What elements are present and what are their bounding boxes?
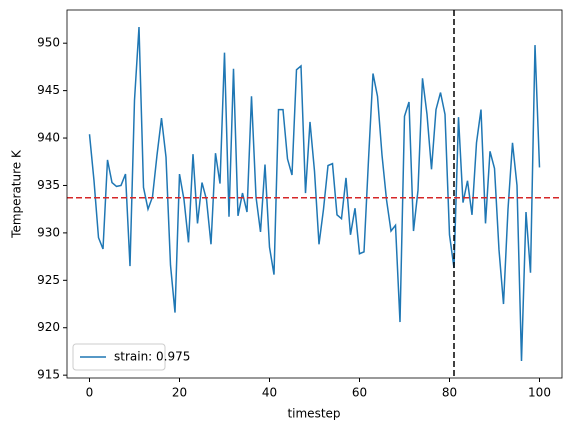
y-tick-label: 920 [37, 320, 60, 334]
x-tick-label: 60 [352, 386, 367, 400]
y-tick-label: 930 [37, 225, 60, 239]
y-tick-label: 915 [37, 368, 60, 382]
x-axis-label: timestep [287, 407, 340, 421]
y-axis-label: Temperature K [10, 149, 24, 239]
x-tick-label: 100 [528, 386, 551, 400]
x-tick-label: 80 [442, 386, 457, 400]
plot-frame [66, 9, 563, 379]
data-line [88, 27, 541, 361]
y-tick-label: 940 [37, 131, 60, 145]
x-tick-label: 20 [172, 386, 187, 400]
x-tick-label: 40 [262, 386, 277, 400]
x-tick-label: 0 [86, 386, 94, 400]
y-tick-label: 935 [37, 178, 60, 192]
y-tick-label: 945 [37, 83, 60, 97]
y-tick-label: 950 [37, 36, 60, 50]
legend-label: strain: 0.975 [114, 350, 190, 364]
y-tick-label: 925 [37, 273, 60, 287]
legend-box [72, 343, 166, 371]
